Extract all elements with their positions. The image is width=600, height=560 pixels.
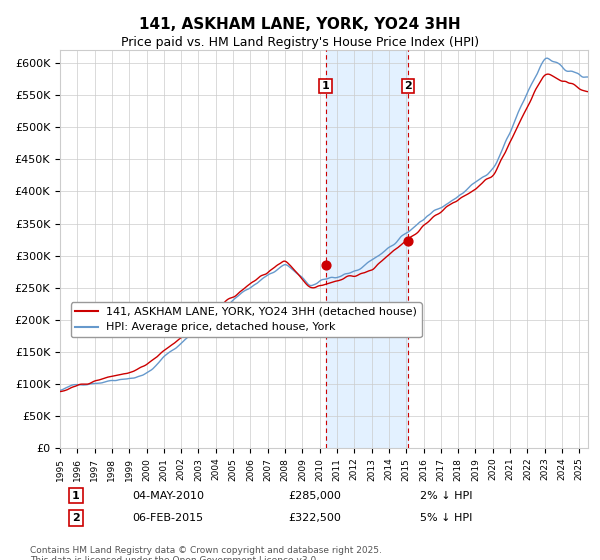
Point: [321, 261, 331, 270]
Text: 2: 2: [72, 513, 80, 523]
Bar: [326, 50, 408, 448]
Point: [403, 237, 413, 246]
Text: 2% ↓ HPI: 2% ↓ HPI: [420, 491, 473, 501]
Text: 1: 1: [72, 491, 80, 501]
Text: 04-MAY-2010: 04-MAY-2010: [132, 491, 204, 501]
Text: Price paid vs. HM Land Registry's House Price Index (HPI): Price paid vs. HM Land Registry's House …: [121, 36, 479, 49]
Text: 06-FEB-2015: 06-FEB-2015: [132, 513, 203, 523]
Text: Contains HM Land Registry data © Crown copyright and database right 2025.
This d: Contains HM Land Registry data © Crown c…: [30, 546, 382, 560]
Text: 141, ASKHAM LANE, YORK, YO24 3HH: 141, ASKHAM LANE, YORK, YO24 3HH: [139, 17, 461, 32]
Legend: 141, ASKHAM LANE, YORK, YO24 3HH (detached house), HPI: Average price, detached : 141, ASKHAM LANE, YORK, YO24 3HH (detach…: [71, 302, 422, 337]
Text: 2: 2: [404, 81, 412, 91]
Text: £285,000: £285,000: [288, 491, 341, 501]
Text: 1: 1: [322, 81, 329, 91]
Text: £322,500: £322,500: [288, 513, 341, 523]
Text: 5% ↓ HPI: 5% ↓ HPI: [420, 513, 472, 523]
